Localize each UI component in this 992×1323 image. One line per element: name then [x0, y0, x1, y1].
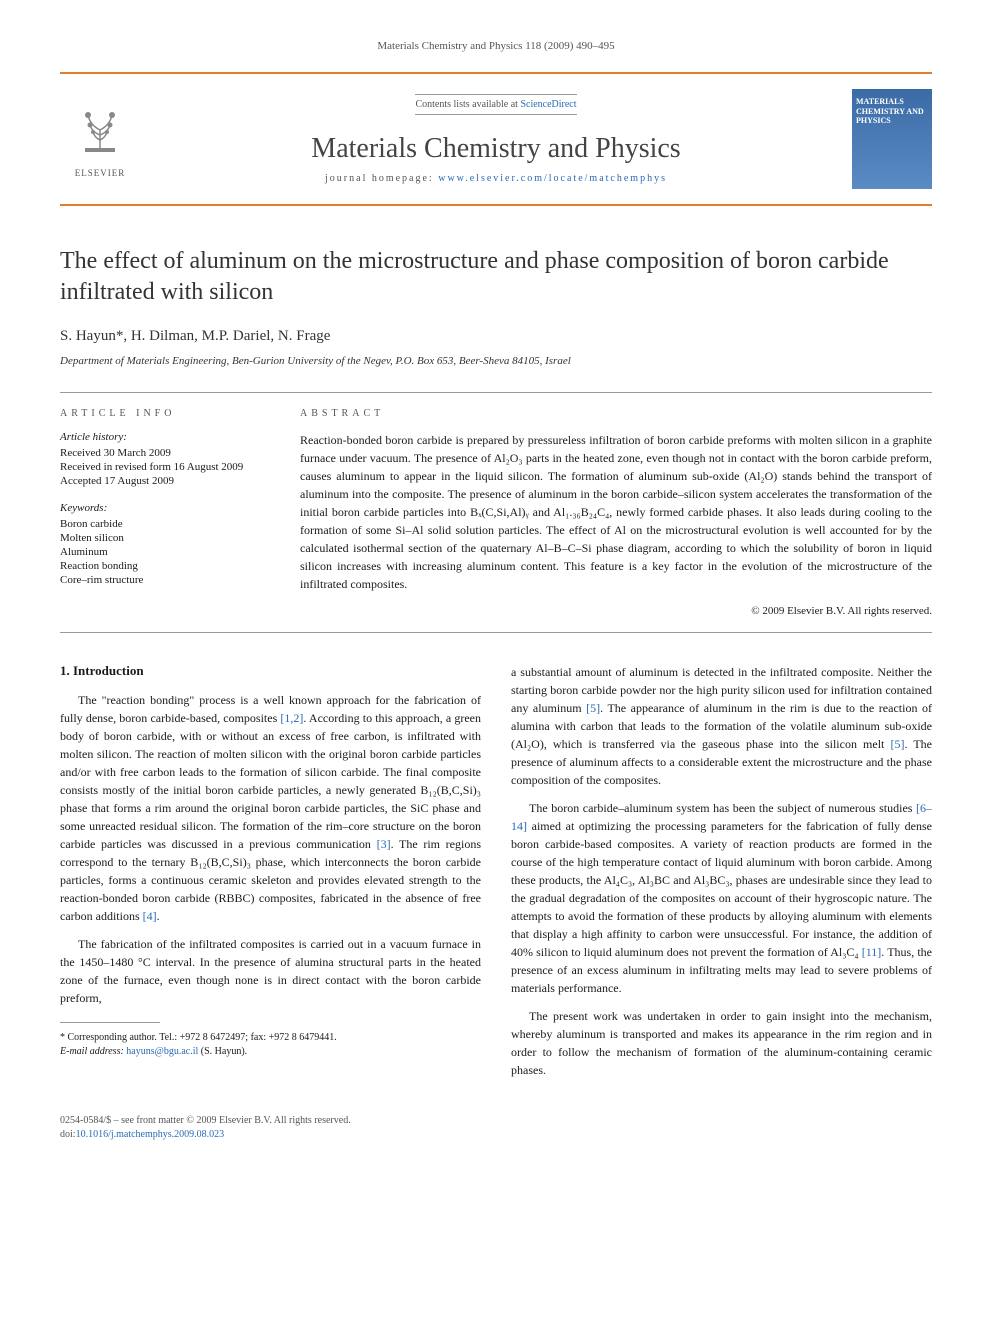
body-paragraph: The boron carbide–aluminum system has be…	[511, 799, 932, 997]
affiliation: Department of Materials Engineering, Ben…	[60, 355, 932, 367]
article-meta-section: ARTICLE INFO Article history: Received 3…	[60, 392, 932, 633]
footer-copyright: 0254-0584/$ – see front matter © 2009 El…	[60, 1114, 932, 1128]
text-run: The boron carbide–aluminum system has be…	[529, 801, 916, 815]
journal-name: Materials Chemistry and Physics	[140, 133, 852, 165]
left-column: 1. Introduction The "reaction bonding" p…	[60, 663, 481, 1089]
footer-doi-line: doi:10.1016/j.matchemphys.2009.08.023	[60, 1128, 932, 1142]
email-link[interactable]: hayuns@bgu.ac.il	[126, 1046, 198, 1057]
text-run: aimed at optimizing the processing param…	[511, 819, 932, 959]
publisher-name: ELSEVIER	[60, 168, 140, 178]
history-heading: Article history:	[60, 431, 260, 443]
page-footer: 0254-0584/$ – see front matter © 2009 El…	[60, 1114, 932, 1142]
article-body: 1. Introduction The "reaction bonding" p…	[60, 663, 932, 1089]
text-run: The fabrication of the infiltrated compo…	[60, 937, 481, 1005]
text-run: The present work was undertaken in order…	[511, 1009, 932, 1077]
body-paragraph: The "reaction bonding" process is a well…	[60, 691, 481, 925]
doi-link[interactable]: 10.1016/j.matchemphys.2009.08.023	[76, 1129, 225, 1140]
homepage-prefix: journal homepage:	[325, 173, 438, 184]
keyword: Reaction bonding	[60, 560, 260, 572]
doi-prefix: doi:	[60, 1129, 76, 1140]
article-info-heading: ARTICLE INFO	[60, 408, 260, 419]
citation-link[interactable]: [4]	[143, 909, 157, 923]
text-run: . According to this approach, a green bo…	[60, 711, 481, 851]
footnote-separator	[60, 1022, 160, 1023]
citation-link[interactable]: [11]	[862, 945, 882, 959]
homepage-line: journal homepage: www.elsevier.com/locat…	[140, 173, 852, 184]
abstract-copyright: © 2009 Elsevier B.V. All rights reserved…	[300, 605, 932, 617]
article-title: The effect of aluminum on the microstruc…	[60, 246, 932, 308]
article-info-column: ARTICLE INFO Article history: Received 3…	[60, 408, 260, 617]
body-paragraph: The fabrication of the infiltrated compo…	[60, 935, 481, 1007]
keyword: Molten silicon	[60, 532, 260, 544]
abstract-column: ABSTRACT Reaction-bonded boron carbide i…	[300, 408, 932, 617]
footnote-line: E-mail address: hayuns@bgu.ac.il (S. Hay…	[60, 1045, 481, 1059]
elsevier-tree-icon	[70, 100, 130, 160]
right-column: a substantial amount of aluminum is dete…	[511, 663, 932, 1089]
history-accepted: Accepted 17 August 2009	[60, 475, 260, 487]
journal-cover-thumbnail: MATERIALS CHEMISTRY AND PHYSICS	[852, 89, 932, 189]
text-run: (S. Hayun).	[198, 1046, 247, 1057]
citation-link[interactable]: [1,2]	[280, 711, 303, 725]
citation-link[interactable]: [5]	[586, 701, 600, 715]
section-heading-intro: 1. Introduction	[60, 663, 481, 679]
keyword: Boron carbide	[60, 518, 260, 530]
history-received: Received 30 March 2009	[60, 447, 260, 459]
sciencedirect-link[interactable]: ScienceDirect	[520, 99, 576, 110]
authors-list: S. Hayun*, H. Dilman, M.P. Dariel, N. Fr…	[60, 328, 932, 345]
keywords-heading: Keywords:	[60, 502, 260, 514]
text-run: .	[157, 909, 160, 923]
homepage-link[interactable]: www.elsevier.com/locate/matchemphys	[438, 173, 667, 184]
cover-title-text: MATERIALS CHEMISTRY AND PHYSICS	[856, 97, 928, 126]
body-paragraph: a substantial amount of aluminum is dete…	[511, 663, 932, 789]
contents-prefix: Contents lists available at	[415, 99, 520, 110]
publisher-logo-block: ELSEVIER	[60, 100, 140, 178]
banner-center: Contents lists available at ScienceDirec…	[140, 94, 852, 184]
keyword: Aluminum	[60, 546, 260, 558]
contents-available-line: Contents lists available at ScienceDirec…	[415, 94, 576, 115]
abstract-heading: ABSTRACT	[300, 408, 932, 419]
citation-link[interactable]: [3]	[377, 837, 391, 851]
footnote-line: * Corresponding author. Tel.: +972 8 647…	[60, 1031, 481, 1045]
page-header-citation: Materials Chemistry and Physics 118 (200…	[60, 40, 932, 52]
email-label: E-mail address:	[60, 1046, 126, 1057]
journal-banner: ELSEVIER Contents lists available at Sci…	[60, 72, 932, 206]
abstract-text: Reaction-bonded boron carbide is prepare…	[300, 431, 932, 593]
history-revised: Received in revised form 16 August 2009	[60, 461, 260, 473]
keyword: Core–rim structure	[60, 574, 260, 586]
body-paragraph: The present work was undertaken in order…	[511, 1007, 932, 1079]
corresponding-author-footnote: * Corresponding author. Tel.: +972 8 647…	[60, 1031, 481, 1059]
citation-link[interactable]: [5]	[890, 737, 904, 751]
